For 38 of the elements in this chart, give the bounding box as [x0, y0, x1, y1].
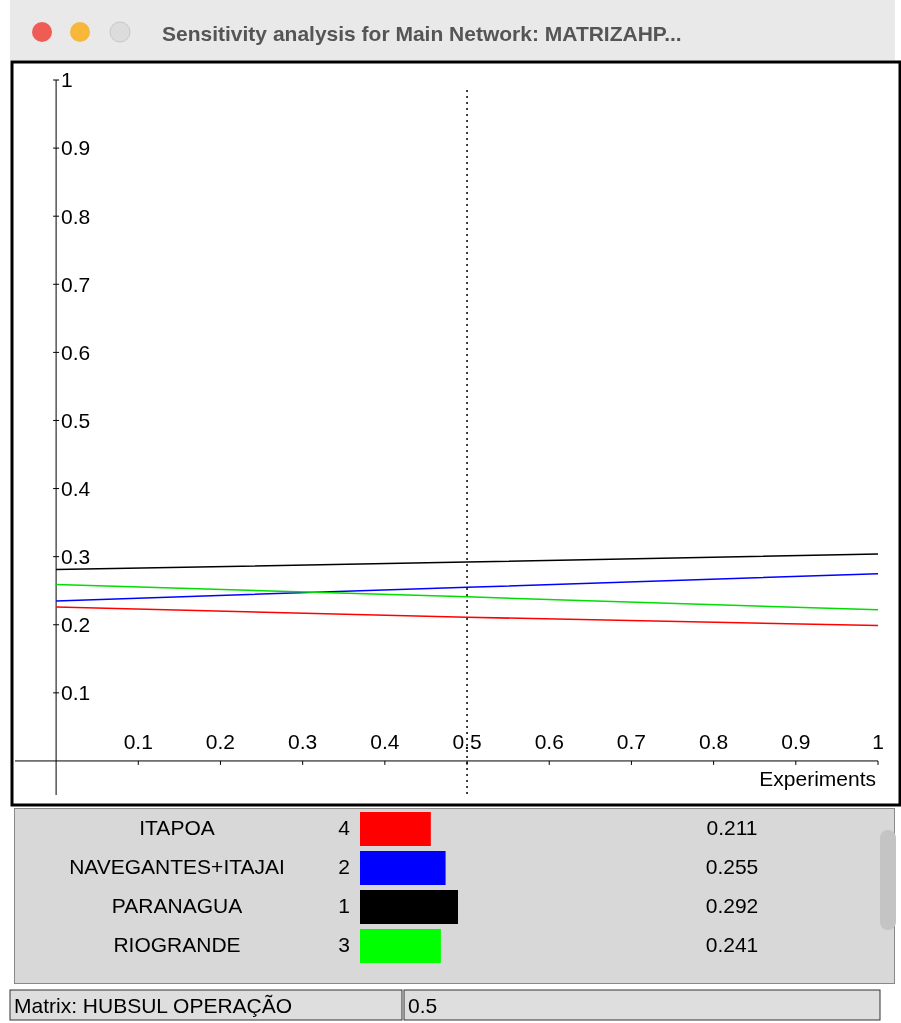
data-label: 0.241 — [705, 933, 759, 957]
x-tick-label: 0.4 — [370, 729, 400, 753]
x-tick-label: 0.3 — [288, 729, 318, 753]
y-tick-label: 1 — [61, 68, 73, 92]
x-tick-label: 0.8 — [699, 729, 729, 753]
text: 2 — [338, 855, 350, 879]
y-tick-label: 0.9 — [61, 136, 91, 160]
text: 3 — [338, 933, 350, 957]
x-tick-label: 1 — [872, 729, 884, 753]
y-tick-label: 0.1 — [61, 681, 91, 705]
y-tick-label: 0.2 — [61, 613, 91, 637]
data-label: 0.292 — [705, 894, 759, 918]
y-tick-label: RIOGRANDE — [113, 933, 241, 957]
x-tick-label: 0.7 — [616, 729, 647, 753]
text: 4 — [338, 816, 351, 840]
y-tick-label: 0.4 — [61, 476, 91, 500]
y-tick-label: ITAPOA — [139, 816, 215, 840]
bar — [360, 812, 431, 846]
bar — [360, 890, 458, 924]
x-tick-label: 0.6 — [534, 729, 564, 753]
x-tick-label: 0.5 — [452, 729, 482, 753]
y-tick-label: 0.5 — [61, 408, 91, 432]
y-tick-label: 0.8 — [61, 204, 91, 228]
data-label: 0.211 — [706, 816, 758, 840]
bar — [360, 929, 441, 963]
data-label: 0.255 — [705, 855, 759, 879]
x-tick-label: 0.9 — [781, 729, 811, 753]
y-tick-label: 0.3 — [61, 545, 91, 569]
text: Matrix: HUBSUL OPERAÇÃO — [14, 994, 293, 1017]
y-tick-label: NAVEGANTES+ITAJAI — [69, 855, 285, 879]
y-tick-label: 0.7 — [61, 272, 91, 296]
text: 1 — [338, 894, 350, 918]
y-tick-label: PARANAGUA — [111, 894, 243, 918]
bar — [360, 851, 446, 885]
x-axis-title: Experiments — [759, 766, 876, 790]
text: 0.5 — [408, 994, 438, 1017]
y-tick-label: 0.6 — [61, 340, 91, 364]
chart-title: Sensitivity analysis for Main Network: MATRIZAHP... — [162, 22, 682, 45]
